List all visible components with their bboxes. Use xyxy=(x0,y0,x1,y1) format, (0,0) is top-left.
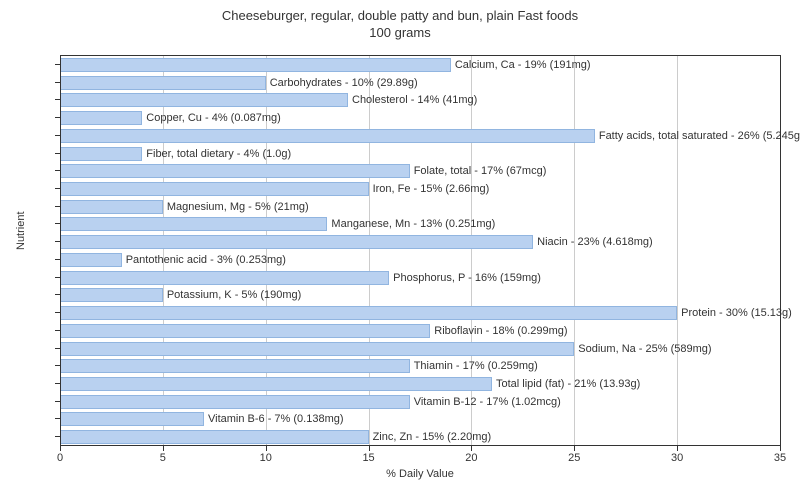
bar xyxy=(60,377,492,391)
bar-label: Niacin - 23% (4.618mg) xyxy=(537,235,653,249)
x-tick xyxy=(780,446,781,451)
y-tick xyxy=(55,259,60,260)
y-tick xyxy=(55,153,60,154)
y-tick xyxy=(55,330,60,331)
y-tick xyxy=(55,223,60,224)
bar-label: Thiamin - 17% (0.259mg) xyxy=(414,359,538,373)
bar xyxy=(60,395,410,409)
bar-label: Fatty acids, total saturated - 26% (5.24… xyxy=(599,129,800,143)
title-line1: Cheeseburger, regular, double patty and … xyxy=(0,8,800,25)
y-tick xyxy=(55,99,60,100)
x-tick xyxy=(471,446,472,451)
bar-label: Fiber, total dietary - 4% (1.0g) xyxy=(146,147,291,161)
x-tick-label: 20 xyxy=(465,452,477,464)
bar xyxy=(60,200,163,214)
x-tick-label: 0 xyxy=(57,452,63,464)
bar-label: Phosphorus, P - 16% (159mg) xyxy=(393,271,541,285)
bar xyxy=(60,235,533,249)
y-tick xyxy=(55,418,60,419)
bar-label: Vitamin B-6 - 7% (0.138mg) xyxy=(208,412,344,426)
y-tick xyxy=(55,401,60,402)
bar xyxy=(60,182,369,196)
bar-label: Calcium, Ca - 19% (191mg) xyxy=(455,58,591,72)
y-tick xyxy=(55,135,60,136)
bar xyxy=(60,324,430,338)
bar xyxy=(60,147,142,161)
bar-label: Riboflavin - 18% (0.299mg) xyxy=(434,324,567,338)
x-tick-label: 30 xyxy=(671,452,683,464)
bar-label: Sodium, Na - 25% (589mg) xyxy=(578,342,711,356)
bar-label: Carbohydrates - 10% (29.89g) xyxy=(270,76,418,90)
y-axis-label: Nutrient xyxy=(15,211,27,250)
x-tick xyxy=(163,446,164,451)
bar-label: Pantothenic acid - 3% (0.253mg) xyxy=(126,253,286,267)
bar-label: Zinc, Zn - 15% (2.20mg) xyxy=(373,430,492,444)
y-tick xyxy=(55,348,60,349)
bar xyxy=(60,164,410,178)
bar xyxy=(60,412,204,426)
bar-label: Manganese, Mn - 13% (0.251mg) xyxy=(331,217,495,231)
bar-label: Potassium, K - 5% (190mg) xyxy=(167,288,302,302)
y-tick xyxy=(55,170,60,171)
bar xyxy=(60,430,369,444)
y-tick xyxy=(55,188,60,189)
bar xyxy=(60,288,163,302)
bar xyxy=(60,306,677,320)
x-tick-label: 35 xyxy=(774,452,786,464)
bar-label: Copper, Cu - 4% (0.087mg) xyxy=(146,111,281,125)
y-tick xyxy=(55,82,60,83)
y-tick xyxy=(55,277,60,278)
chart-container: Cheeseburger, regular, double patty and … xyxy=(0,0,800,500)
bar-label: Total lipid (fat) - 21% (13.93g) xyxy=(496,377,640,391)
bar-label: Folate, total - 17% (67mcg) xyxy=(414,164,547,178)
bar-label: Protein - 30% (15.13g) xyxy=(681,306,792,320)
x-tick xyxy=(369,446,370,451)
title-line2: 100 grams xyxy=(0,25,800,42)
y-tick xyxy=(55,312,60,313)
y-tick xyxy=(55,294,60,295)
bar xyxy=(60,129,595,143)
chart-title: Cheeseburger, regular, double patty and … xyxy=(0,0,800,42)
bar xyxy=(60,93,348,107)
x-tick xyxy=(574,446,575,451)
bar-label: Cholesterol - 14% (41mg) xyxy=(352,93,477,107)
x-tick xyxy=(266,446,267,451)
bar xyxy=(60,217,327,231)
bar xyxy=(60,271,389,285)
x-tick xyxy=(60,446,61,451)
x-axis-label: % Daily Value xyxy=(386,468,454,480)
y-axis xyxy=(60,55,61,445)
x-tick xyxy=(677,446,678,451)
y-tick xyxy=(55,383,60,384)
bar-label: Iron, Fe - 15% (2.66mg) xyxy=(373,182,490,196)
bar-label: Vitamin B-12 - 17% (1.02mcg) xyxy=(414,395,561,409)
y-tick xyxy=(55,241,60,242)
bar xyxy=(60,58,451,72)
bar xyxy=(60,253,122,267)
bar xyxy=(60,342,574,356)
x-axis: % Daily Value 05101520253035 xyxy=(60,445,780,476)
y-tick xyxy=(55,365,60,366)
x-tick-label: 25 xyxy=(568,452,580,464)
y-tick xyxy=(55,64,60,65)
y-tick xyxy=(55,206,60,207)
x-tick-label: 5 xyxy=(160,452,166,464)
x-tick-label: 10 xyxy=(260,452,272,464)
y-tick xyxy=(55,436,60,437)
x-tick-label: 15 xyxy=(362,452,374,464)
bar xyxy=(60,359,410,373)
gridline xyxy=(677,56,678,446)
bar xyxy=(60,76,266,90)
bar-label: Magnesium, Mg - 5% (21mg) xyxy=(167,200,309,214)
y-tick xyxy=(55,117,60,118)
bar xyxy=(60,111,142,125)
plot-area: Calcium, Ca - 19% (191mg) Carbohydrates -… xyxy=(60,55,781,446)
